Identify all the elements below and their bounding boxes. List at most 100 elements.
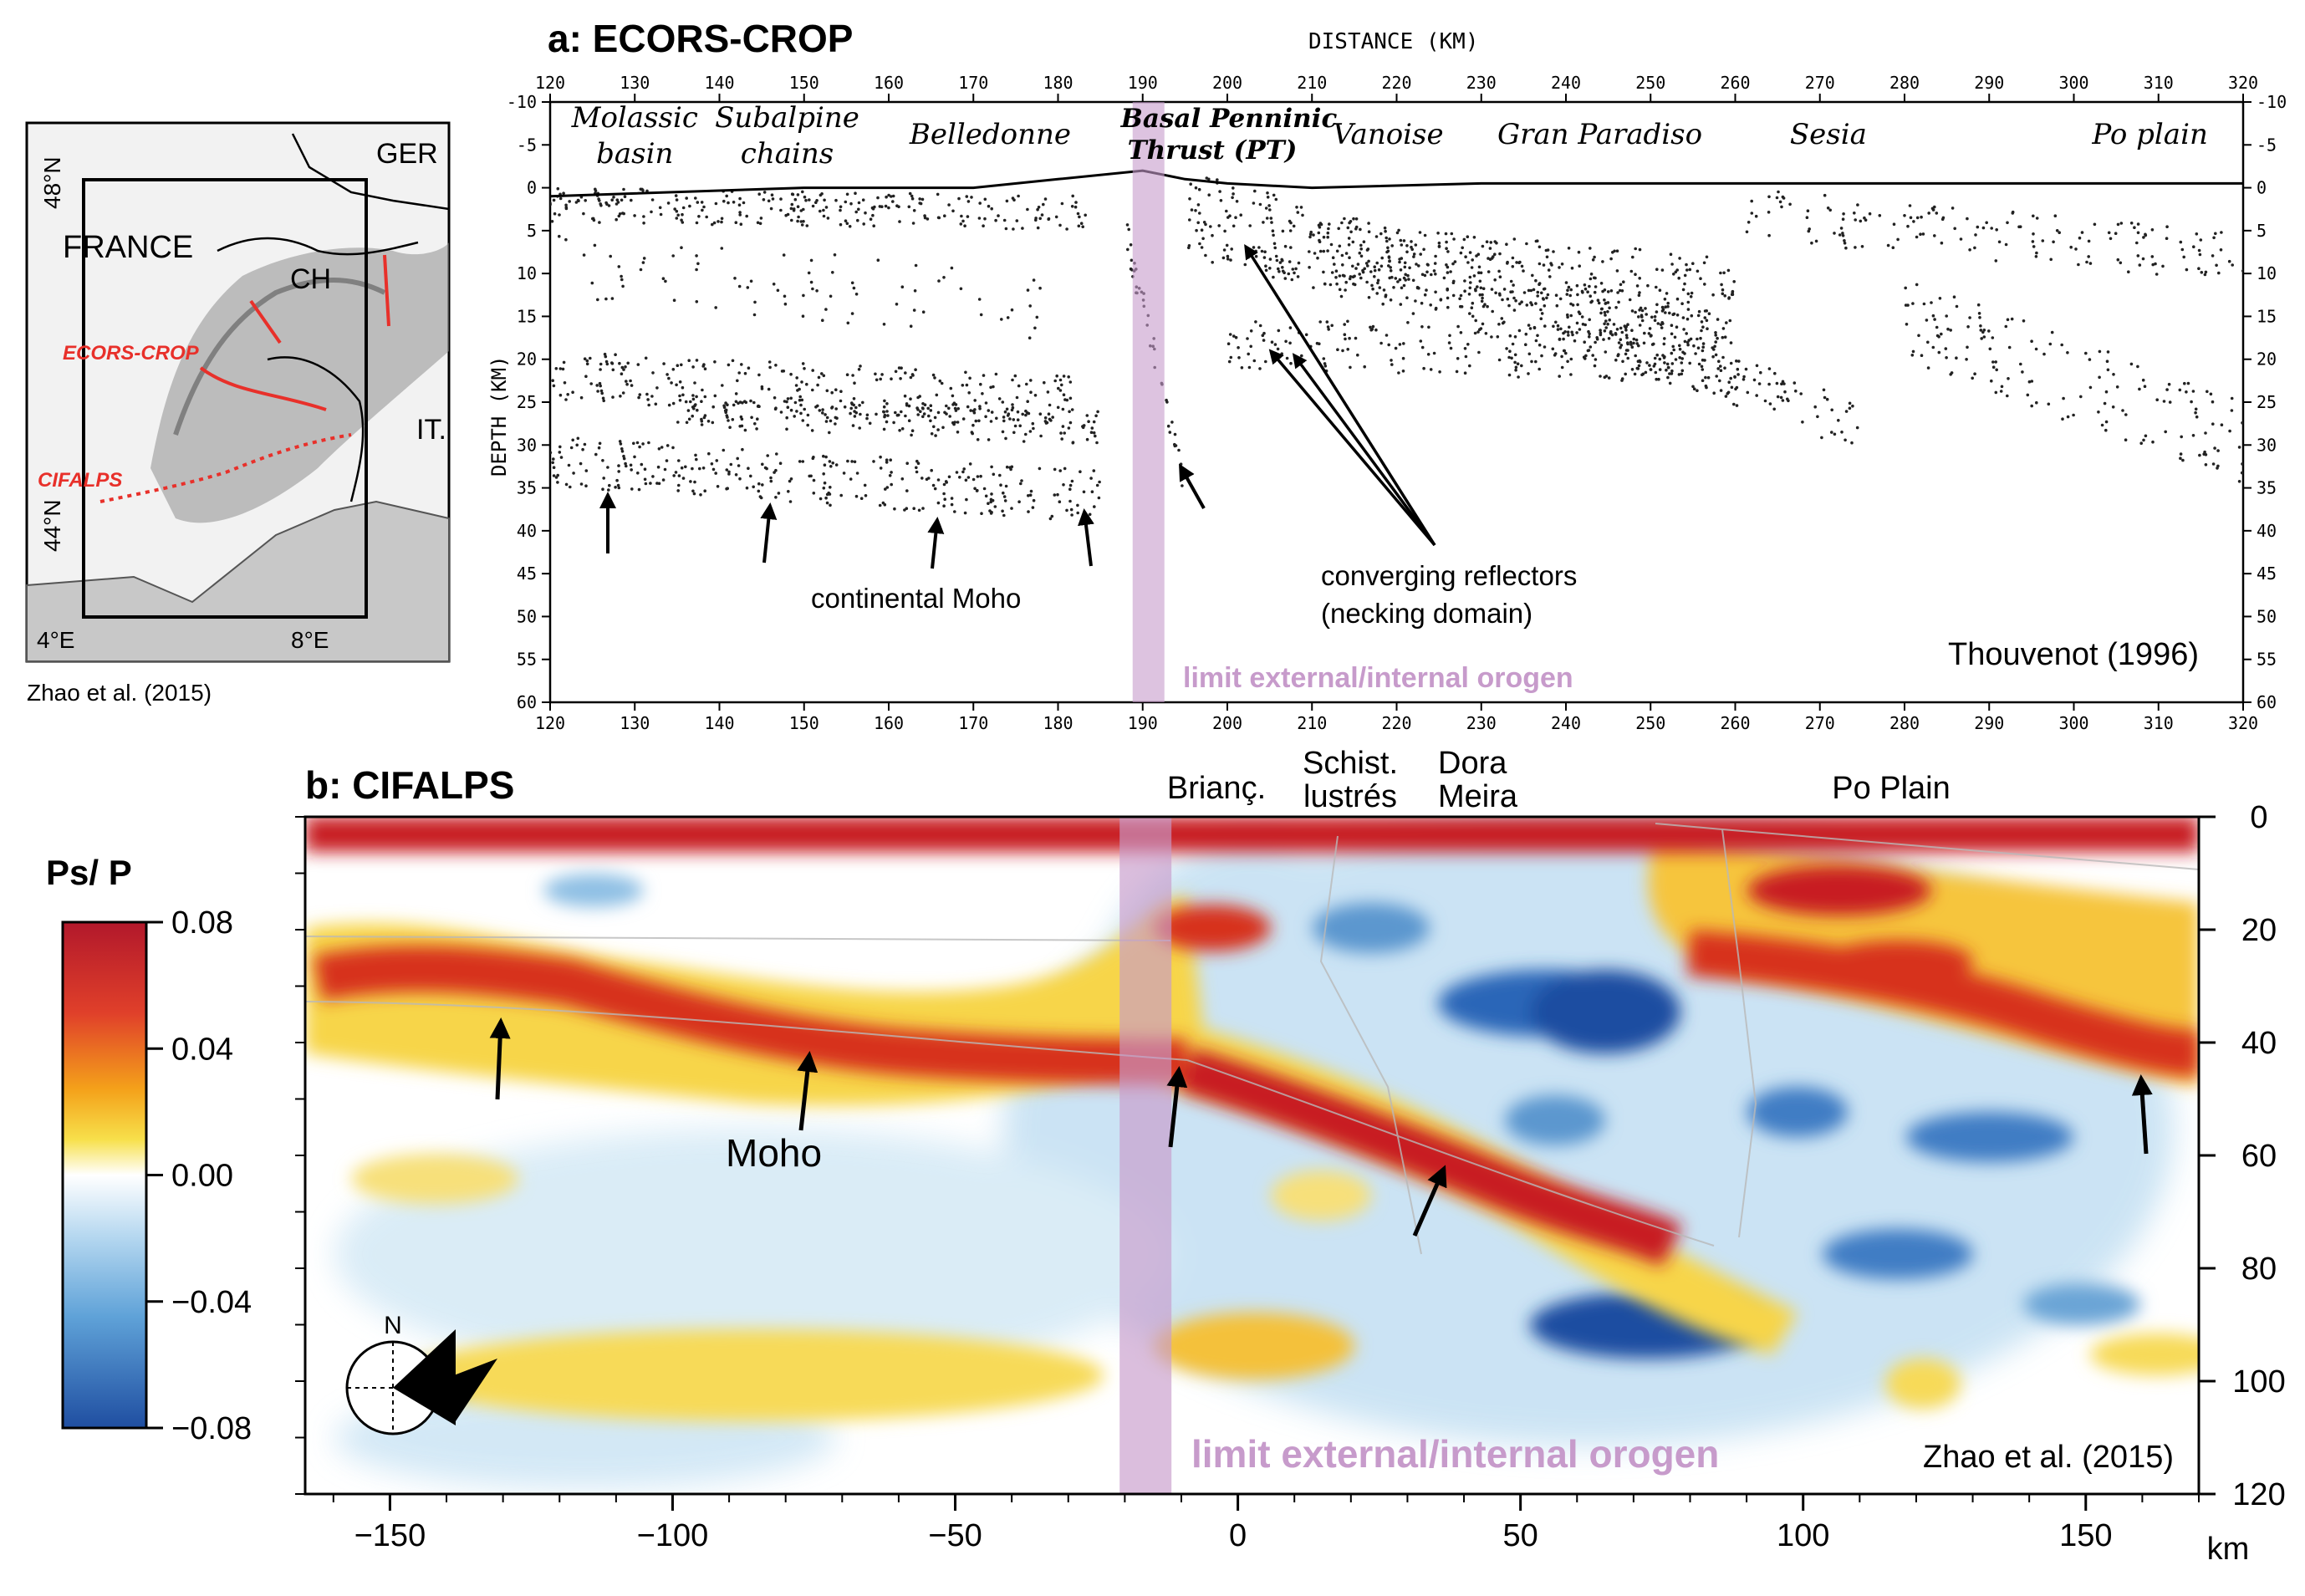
reflection-dot [1580,289,1584,293]
reflection-dot [956,407,960,410]
reflection-dot [1940,217,1945,222]
reflection-dot [1390,275,1394,279]
reflection-dot [1423,233,1427,237]
colorbar-ticks: 0.080.040.00−0.04−0.08 [146,905,252,1446]
reflection-dot [714,306,717,309]
reflection-dot [681,477,686,480]
reflection-dot [1366,247,1370,251]
reflection-dot [1940,332,1943,336]
reflection-dot [1351,275,1355,279]
reflection-dot [1915,235,1919,239]
reflection-dot [2213,446,2216,450]
reflection-dot [823,481,827,485]
reflection-dot [1260,249,1264,253]
reflection-dot [1065,398,1069,402]
reflection-dot [1497,323,1501,326]
reflection-dot [801,419,805,422]
reflection-dot [1077,224,1081,228]
reflection-dot [1290,278,1294,282]
reflection-dot [657,482,661,486]
reflection-dot [636,472,640,475]
reflection-dot [724,409,728,413]
reflection-dot [831,271,834,274]
reflection-dot [1479,286,1483,290]
reflection-dot [1655,353,1659,357]
reflection-dot [661,478,665,482]
reflection-dot [1029,379,1033,382]
reflection-dot [1833,232,1836,235]
reflection-dot [621,391,625,395]
reflection-dot [747,467,750,470]
reflection-dot [809,258,813,263]
reflection-dot [757,192,761,196]
reflection-dot [1262,331,1266,335]
panel-b-x-tick-label: 50 [1503,1518,1538,1553]
reflection-dot [673,207,676,211]
reflection-dot [1822,388,1826,392]
reflection-dot [1543,304,1547,308]
reflection-dot [711,467,716,472]
reflection-dot [1823,395,1827,400]
reflection-dot [1979,324,1982,328]
reflection-dot [1300,354,1303,358]
reflection-dot [1994,360,1997,364]
reflection-dot [1448,334,1451,338]
reflection-dot [852,397,856,400]
reflection-dot [1067,426,1071,430]
reflection-dot [1920,354,1924,358]
reflection-dot [1032,278,1036,282]
reflection-dot [1002,513,1006,518]
reflection-dot [1022,440,1026,443]
reflection-dot [1644,307,1647,310]
reflection-dot [1678,356,1681,359]
reflection-dot [825,501,829,505]
reflection-dot [1567,285,1571,289]
panel-b-x-tick-label: −100 [637,1518,709,1553]
reflection-dot [1732,280,1736,283]
reflection-dot [1624,334,1629,337]
reflection-dot [890,482,893,487]
reflection-dot [1483,303,1487,307]
reflection-dot [1270,340,1274,344]
panel-a-top-tick-label: 220 [1381,73,1411,93]
reflection-dot [2088,262,2093,265]
reflection-dot [1556,324,1560,328]
reflection-dot [2104,428,2108,432]
reflection-dot [601,396,605,400]
reflection-dot [598,381,602,385]
reflection-dot [590,281,594,285]
reflection-dot [1583,340,1586,344]
reflection-dot [1668,381,1672,385]
reflection-dot [1657,377,1660,381]
reflection-dot [2190,400,2193,404]
reflection-dot [1538,262,1542,266]
reflection-dot [579,395,584,400]
reflection-dot [1619,344,1624,347]
reflection-dot [1554,320,1558,324]
reflection-dot [1349,230,1353,234]
reflection-dot [737,284,742,288]
reflection-dot [2111,405,2115,409]
region-label: Molassic [571,101,698,135]
reflection-dot [1081,426,1085,430]
reflection-dot [1090,426,1094,430]
reflection-dot [883,399,886,403]
reflection-dot [1489,241,1493,244]
reflection-dot [675,198,679,201]
reflection-dot [994,218,997,222]
reflection-dot [2199,238,2203,242]
reflection-dot [1301,213,1304,217]
reflection-dot [1950,371,1954,375]
reflection-dot [619,395,622,398]
reflection-dot [1344,280,1348,284]
reflection-dot [1654,370,1658,375]
reflection-dot [1750,199,1753,203]
reflection-dot [915,459,919,463]
reflection-dot [789,477,793,481]
reflection-dot [1019,482,1022,486]
reflection-dot [1587,329,1590,334]
reflection-dot [947,475,951,479]
reflection-dot [617,470,620,473]
reflection-dot [857,201,861,205]
reflection-dot [676,489,680,492]
